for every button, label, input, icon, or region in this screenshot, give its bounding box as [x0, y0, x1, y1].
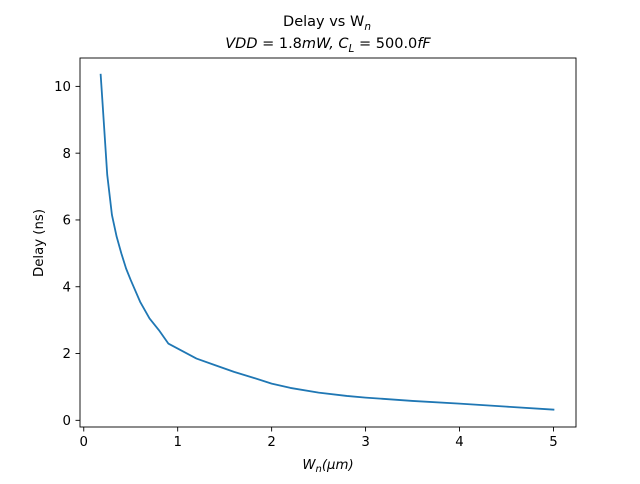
subtitle-vdd-unit: mW	[302, 36, 331, 52]
y-axis-ticks: 0 2 4 6 8 10	[54, 80, 80, 429]
x-axis-label-unit: (μm)	[322, 458, 354, 473]
y-tick-label: 8	[63, 147, 71, 162]
subtitle-cl-label: C	[338, 36, 349, 52]
x-tick-label: 5	[549, 435, 557, 450]
y-tick-label: 0	[63, 414, 71, 429]
x-axis-label-symbol: W	[302, 458, 316, 473]
y-axis-label: Delay (ns)	[32, 209, 47, 277]
y-tick-label: 6	[63, 214, 71, 229]
chart-title: Delay vs Wn	[283, 14, 371, 33]
series-line-0	[99, 73, 555, 411]
subtitle-separator: ,	[329, 36, 338, 52]
y-tick-label: 10	[54, 80, 71, 95]
subtitle-cl-unit: fF	[417, 36, 431, 52]
subtitle-cl-value: = 500.0	[354, 36, 417, 52]
x-tick-label: 0	[80, 435, 88, 450]
y-tick-label: 4	[63, 280, 71, 295]
plot-area-frame	[79, 57, 577, 428]
chart-title-text: Delay vs W	[283, 14, 364, 30]
subtitle-vdd-label: VDD	[225, 36, 257, 52]
chart-subtitle: VDD = 1.8mW, CL = 500.0fF	[225, 36, 431, 55]
chart-title-subscript: n	[364, 21, 371, 33]
series-group	[99, 73, 555, 411]
x-axis-label-subscript: n	[316, 464, 322, 475]
subtitle-cl-subscript: L	[349, 43, 355, 55]
x-tick-label: 3	[361, 435, 369, 450]
y-tick-label: 2	[63, 347, 71, 362]
x-tick-label: 4	[455, 435, 463, 450]
x-axis-label: Wn(μm)	[302, 458, 353, 475]
subtitle-vdd-value: = 1.8	[257, 36, 301, 52]
x-tick-label: 2	[267, 435, 275, 450]
x-tick-label: 1	[173, 435, 181, 450]
x-axis-ticks: 0 1 2 3 4 5	[80, 427, 558, 450]
